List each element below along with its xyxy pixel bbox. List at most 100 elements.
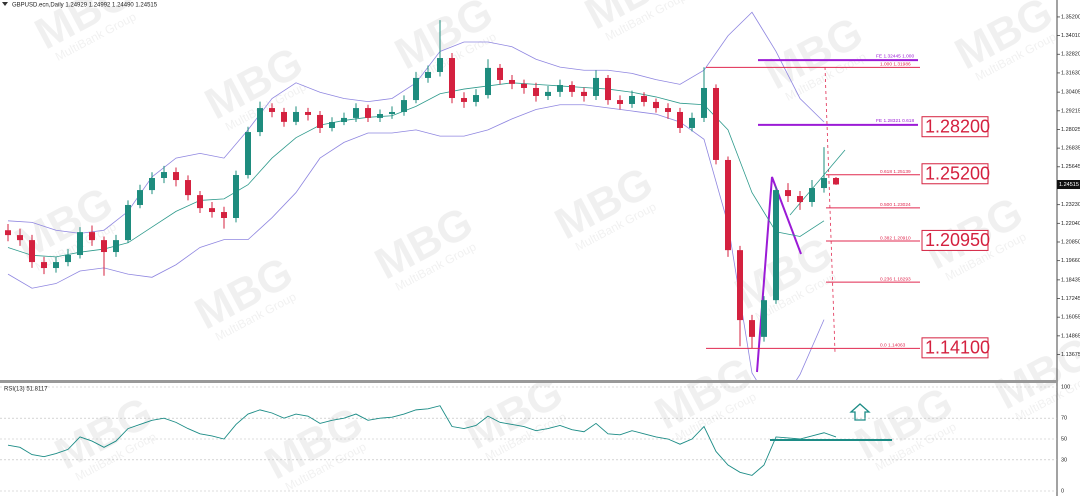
candle-body [257,108,263,133]
candle-body [809,188,815,202]
candle-body [629,95,635,104]
candle-body [5,230,11,236]
candle-body [89,232,95,241]
candle-body [245,132,251,176]
trend-line [789,149,846,216]
candle-body [557,85,563,92]
candle-body [221,212,227,218]
fib-label: 0.0 1.14063 [880,343,906,349]
candle-body [17,235,23,241]
candle-body [617,100,623,104]
candle-body [365,108,371,118]
candle-body [101,240,107,253]
y-tick-label: 1.20850 [1061,239,1080,245]
candle-body [449,58,455,99]
candle-body [113,240,119,253]
y-tick-label: 1.32820 [1061,52,1080,58]
candle-body [461,98,467,102]
candle-body [689,117,695,128]
y-tick-label: 1.18435 [1061,277,1080,283]
fib-label: 0.236 1.18293 [880,276,911,282]
rsi-tick-label: 30 [1061,457,1067,463]
fib-label: 0.382 1.20910 [880,235,911,241]
price-plot [5,11,839,380]
candle-body [341,117,347,123]
y-tick-label: 1.16055 [1061,315,1080,321]
y-tick-label: 1.13675 [1061,352,1080,358]
y-tick-label: 1.17245 [1061,296,1080,302]
candle-body [293,111,299,122]
candle-body [569,85,575,92]
candle-body [161,172,167,179]
candle-body [545,91,551,96]
y-tick-label: 1.31630 [1061,70,1080,76]
candle-body [749,320,755,337]
candle-body [377,114,383,118]
y-tick-label: 1.25645 [1061,164,1080,170]
candle-body [737,250,743,321]
candle-body [41,262,47,269]
candle-body [533,87,539,96]
candle-body [509,79,515,84]
candle-body [209,208,215,213]
fib-label: 1.000 1.31986 [880,62,911,68]
candle-body [797,196,803,202]
candle-body [233,175,239,218]
candle-body [677,111,683,128]
candle-body [173,172,179,181]
candle-body [485,67,491,96]
target-label: 1.14100 [925,338,990,358]
candle-body [401,100,407,112]
fib-label: 0.500 1.23024 [880,202,911,208]
candle-body [329,122,335,128]
candle-body [317,114,323,128]
y-tick-label: 1.26835 [1061,146,1080,152]
candle-body [665,108,671,112]
y-tick-label: 1.23230 [1061,202,1080,208]
candle-body [197,195,203,209]
candle-body [185,180,191,196]
candle-body [605,77,611,101]
candle-body [473,95,479,102]
candle-body [389,111,395,115]
rsi-tick-label: 50 [1061,436,1067,442]
target-box [921,116,989,138]
candle-body [521,83,527,88]
candle-body [125,204,131,241]
target-label: 1.25200 [925,164,990,184]
candle-body [149,178,155,191]
candle-body [641,95,647,102]
y-tick-label: 1.30405 [1061,90,1080,96]
candle-body [761,300,767,337]
candle-body [833,178,839,185]
current-price-box [1057,180,1080,190]
candle-body [281,111,287,122]
y-tick-label: 1.35200 [1061,14,1080,20]
candle-body [305,111,311,115]
candle-body [269,108,275,112]
rsi-tick-label: 100 [1061,384,1070,390]
candle-body [653,101,659,109]
candle-body [53,262,59,269]
candle-body [437,58,443,72]
fe-label: FE 1.32445 1.000 [876,53,914,59]
target-label: 1.28200 [925,116,990,136]
candle-body [821,178,827,189]
target-label: 1.20950 [925,230,990,250]
y-tick-label: 1.34010 [1061,33,1080,39]
candle-body [29,240,35,263]
fe-label: FE 1.28321 0.618 [876,118,914,124]
band-line [7,82,825,258]
target-box [921,337,989,359]
up-arrow [849,403,871,421]
fib-label: 0.618 1.25139 [880,169,911,175]
candle-body [713,87,719,160]
candle-body [701,87,707,118]
band-line [7,104,825,380]
candle-body [353,108,359,118]
y-tick-label: 1.19660 [1061,258,1080,264]
target-box [921,163,989,185]
target-box [921,229,989,251]
